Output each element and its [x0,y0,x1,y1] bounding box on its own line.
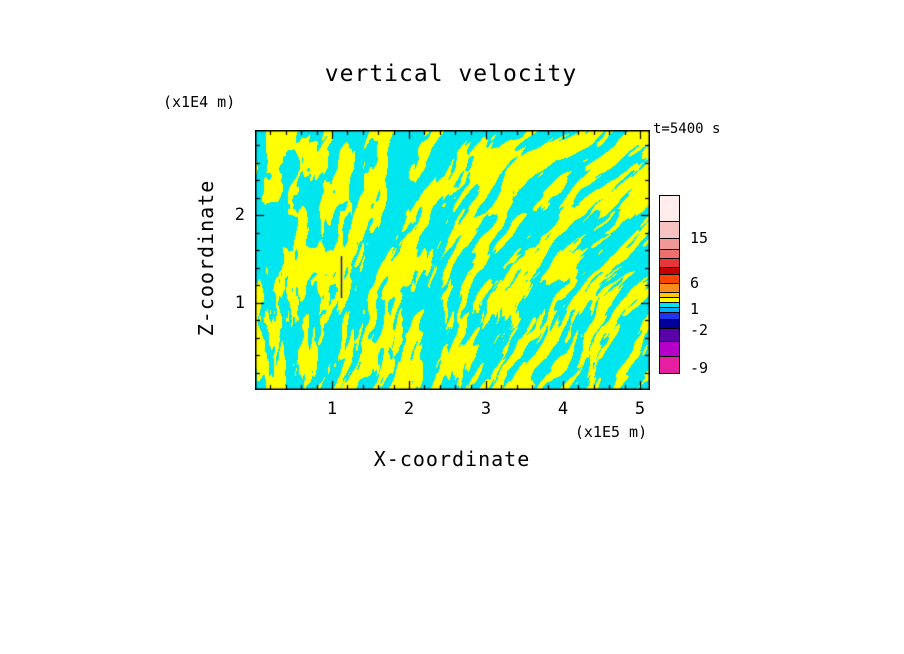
chart-title: vertical velocity [324,61,578,87]
colorbar-segment [659,328,680,342]
x-tick-label: 2 [403,399,415,419]
x-tick-label: 4 [557,399,569,419]
colorbar [659,195,680,374]
plot-area [255,130,650,390]
colorbar-tick-label: -2 [690,320,709,339]
colorbar-tick-label: 1 [690,300,700,319]
colorbar-tick-label: 6 [690,273,700,292]
x-axis-unit-label: (x1E5 m) [574,423,648,441]
y-axis-title: Z-coordinate [194,179,218,337]
colorbar-segment [659,195,680,222]
heatmap-canvas [255,130,650,390]
colorbar-segment [659,356,680,374]
x-axis-title: X-coordinate [373,447,531,471]
x-tick-label: 5 [634,399,646,419]
colorbar-tick-label: -9 [690,358,709,377]
y-tick-label: 2 [234,205,245,225]
y-axis-unit-label: (x1E4 m) [163,93,236,111]
x-tick-label: 3 [480,399,492,419]
x-tick-label: 1 [326,399,338,419]
colorbar-segment [659,341,680,357]
y-tick-label: 1 [234,292,245,313]
time-label: t=5400 s [653,121,721,137]
colorbar-tick-label: 15 [690,228,709,247]
colorbar-segment [659,221,680,239]
